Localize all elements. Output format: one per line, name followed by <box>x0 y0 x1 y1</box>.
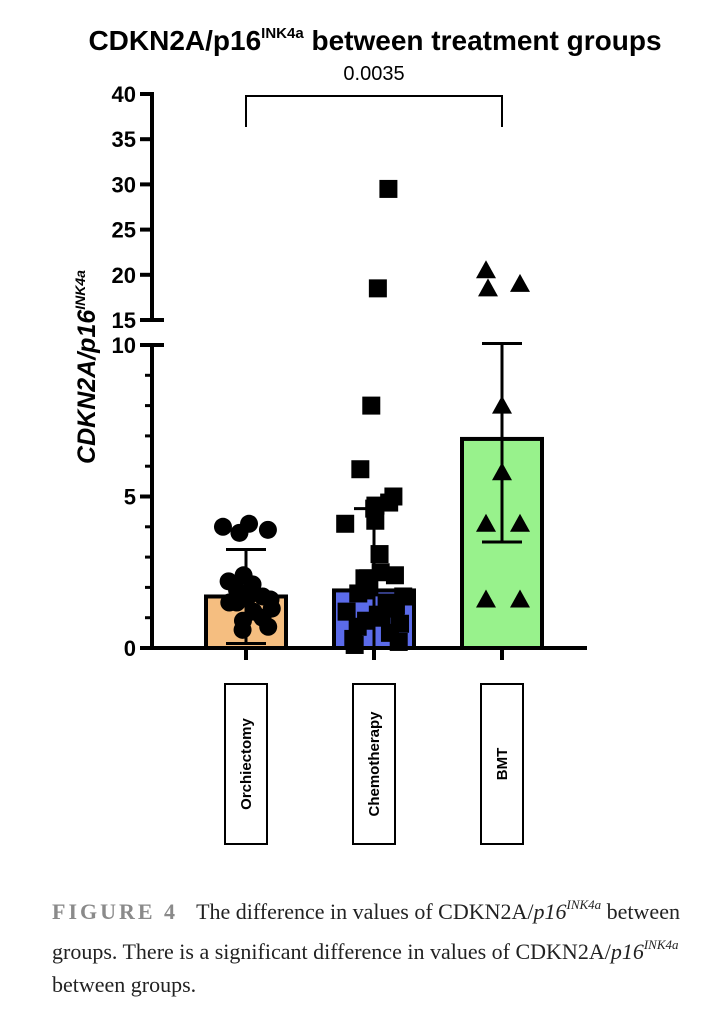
significance-bracket <box>245 95 503 127</box>
data-point-bmt <box>476 513 496 532</box>
chart: CDKN2A/p16INK4a between treatment groups… <box>72 25 662 845</box>
caption-text-3: between groups. <box>52 972 197 997</box>
data-point-bmt <box>510 513 530 532</box>
data-point-chemotherapy <box>355 581 374 600</box>
data-point-chemotherapy <box>345 635 364 654</box>
caption-superscript-2: INK4a <box>643 937 679 952</box>
y-tick-label: 25 <box>112 218 136 243</box>
caption-figure-label: FIGURE 4 <box>52 899 179 924</box>
caption-italic-2: p16 <box>610 939 644 964</box>
data-point-chemotherapy <box>351 460 370 479</box>
caption-text-1: The difference in values of CDKN2A/ <box>196 899 534 924</box>
data-point-orchiectomy <box>233 620 252 639</box>
data-point-chemotherapy <box>380 493 399 512</box>
data-point-chemotherapy <box>362 396 381 415</box>
data-point-chemotherapy <box>379 179 398 198</box>
y-tick-label: 20 <box>112 263 136 288</box>
y-tick-label: 5 <box>124 485 136 510</box>
y-tick-label: 0 <box>124 636 136 661</box>
category-label-orchiectomy: Orchiectomy <box>238 717 255 809</box>
chart-title: CDKN2A/p16INK4a between treatment groups <box>88 25 661 56</box>
data-point-orchiectomy <box>213 517 232 536</box>
caption-text-2: between groups. There is a significant d… <box>52 899 680 964</box>
data-point-orchiectomy <box>227 593 246 612</box>
data-point-bmt <box>476 589 496 608</box>
data-point-bmt <box>510 589 530 608</box>
category-box-orchiectomy <box>224 683 268 845</box>
data-point-bmt <box>478 278 498 297</box>
data-point-chemotherapy <box>368 279 387 298</box>
category-label-bmt: BMT <box>494 748 511 781</box>
y-tick-label: 15 <box>112 308 136 333</box>
y-tick-label: 35 <box>112 127 136 152</box>
data-point-chemotherapy <box>385 566 404 585</box>
y-tick-label: 30 <box>112 172 136 197</box>
caption-italic-1: p16 <box>533 899 567 924</box>
figure-caption: FIGURE 4 The difference in values of CDKN… <box>52 888 682 1001</box>
data-point-chemotherapy <box>357 611 376 630</box>
data-point-bmt <box>510 273 530 292</box>
data-point-chemotherapy <box>337 602 356 621</box>
p-value-label: 0.0035 <box>343 63 404 85</box>
category-label-chemotherapy: Chemotherapy <box>366 711 383 817</box>
category-box-chemotherapy <box>352 683 396 845</box>
data-point-orchiectomy <box>258 520 277 539</box>
y-axis-label: CDKN2A/p16INK4a <box>72 270 101 464</box>
data-point-orchiectomy <box>230 523 249 542</box>
data-point-orchiectomy <box>259 617 278 636</box>
y-tick-label: 10 <box>112 333 136 358</box>
y-tick-label: 40 <box>112 82 136 107</box>
data-point-orchiectomy <box>244 602 263 621</box>
category-box-bmt <box>480 683 524 845</box>
caption-superscript-1: INK4a <box>566 897 602 912</box>
data-point-bmt <box>476 260 496 279</box>
data-point-chemotherapy <box>336 514 355 533</box>
